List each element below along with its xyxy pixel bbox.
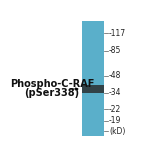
Text: -19: -19 bbox=[109, 116, 121, 125]
Text: (kD): (kD) bbox=[109, 127, 125, 136]
Text: -117: -117 bbox=[109, 29, 126, 38]
Text: -48: -48 bbox=[109, 71, 121, 80]
Bar bbox=[82, 21, 104, 136]
Text: -34: -34 bbox=[109, 88, 122, 97]
Bar bbox=[82, 85, 104, 93]
Text: -85: -85 bbox=[109, 46, 121, 55]
Text: (pSer338): (pSer338) bbox=[25, 88, 80, 98]
Text: -22: -22 bbox=[109, 105, 121, 114]
Text: Phospho-C-RAF: Phospho-C-RAF bbox=[10, 79, 94, 89]
